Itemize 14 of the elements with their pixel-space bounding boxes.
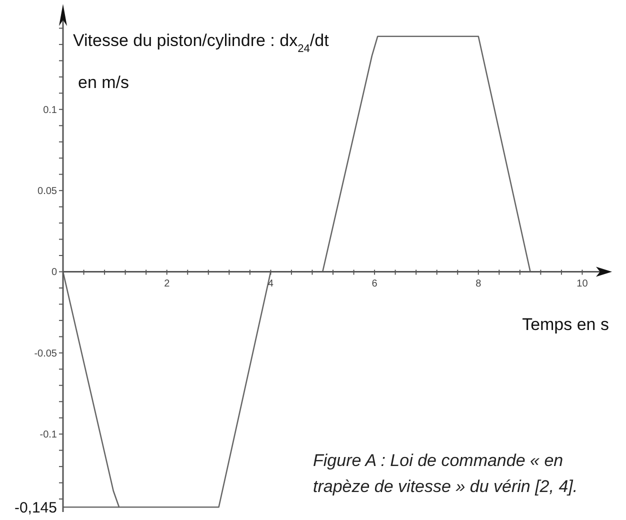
x-tick-label: 6 (372, 278, 378, 290)
x-tick-label: 4 (268, 278, 274, 290)
annotation: Figure A : Loi de commande « en trapèze de vitesse » du vérin [2, 4]. (313, 450, 579, 498)
y-tick-label: -0.1 (40, 430, 58, 441)
y-tick-label: 0 (51, 267, 58, 278)
y-tick-label: -0.05 (34, 348, 58, 360)
x-tick-label: 8 (476, 278, 482, 290)
x-tick-label: 10 (576, 278, 588, 290)
y-tick-label: 0.1 (43, 104, 58, 116)
x-axis-title: Temps en s (522, 315, 609, 334)
x-tick-label: 2 (164, 278, 170, 290)
ref-line-label: -0,145 (14, 499, 57, 516)
text: Vitesse du piston/cylindre : dx$_{24}$/dt en m/s (73, 31, 329, 92)
y-tick-label: 0.05 (38, 186, 58, 198)
